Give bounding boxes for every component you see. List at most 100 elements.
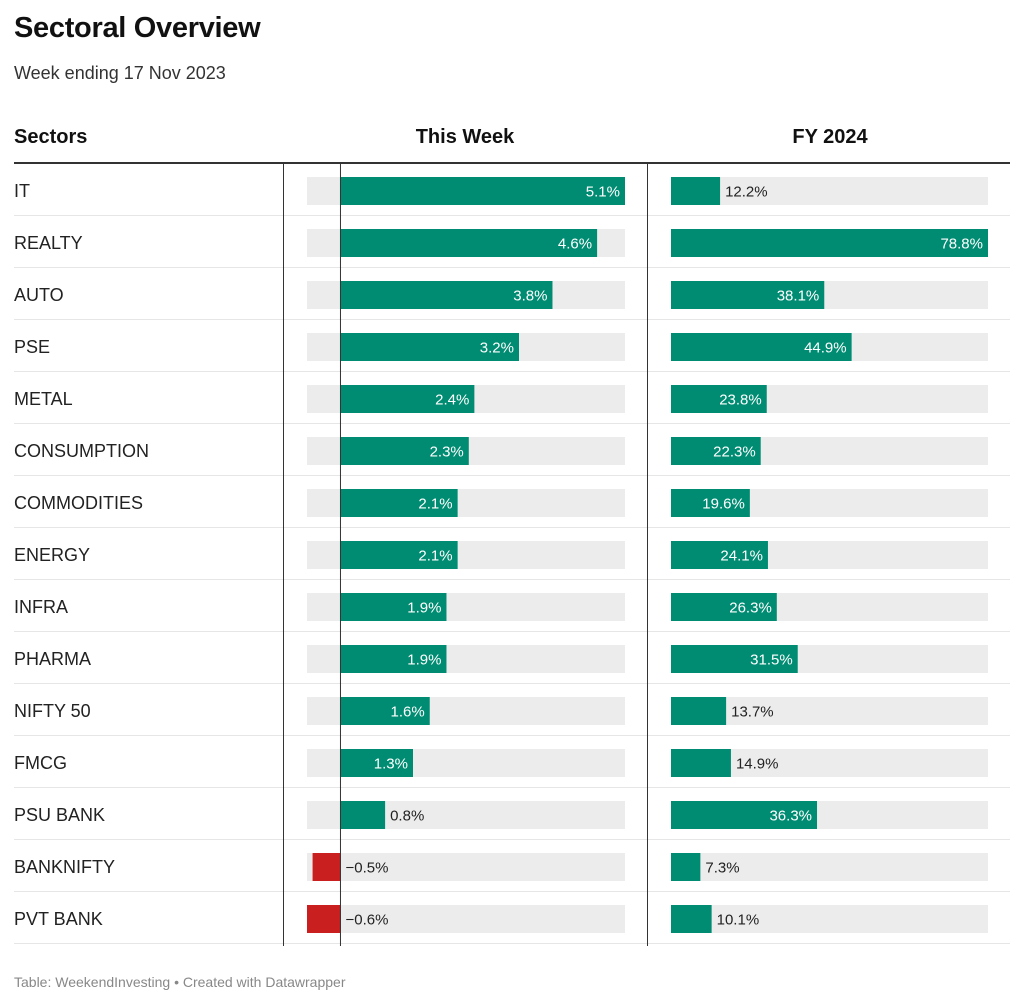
week-bar	[340, 333, 519, 361]
week-bar	[307, 905, 341, 933]
fy-value-label: 31.5%	[750, 652, 793, 669]
week-value-label: 1.3%	[374, 756, 408, 773]
week-value-label: 3.8%	[513, 288, 547, 305]
fy-value-label: 78.8%	[940, 236, 983, 253]
week-value-label: 2.3%	[430, 444, 464, 461]
row-separator	[14, 631, 1010, 632]
table-row: PSE	[0, 320, 1024, 372]
week-value-label: 5.1%	[586, 184, 620, 201]
week-bar	[340, 593, 447, 621]
table-row: COMMODITIES	[0, 476, 1024, 528]
table-row: CONSUMPTION	[0, 424, 1024, 476]
week-value-label: 4.6%	[558, 236, 592, 253]
row-separator	[14, 475, 1010, 476]
fy-bar	[671, 593, 777, 621]
column-header-this-week: This Week	[415, 126, 515, 148]
table-row: IT	[0, 164, 1024, 216]
table-row: REALTY	[0, 216, 1024, 268]
sector-label: BANKNIFTY	[14, 857, 116, 877]
row-separator	[14, 423, 1010, 424]
week-bar	[340, 749, 413, 777]
fy-bar	[671, 905, 712, 933]
column-header-sectors: Sectors	[14, 126, 88, 148]
week-value-label: 2.1%	[418, 496, 452, 513]
table-row: ENERGY	[0, 528, 1024, 580]
week-value-label: 2.4%	[435, 392, 469, 409]
sector-label: AUTO	[14, 285, 64, 305]
fy-value-label: 7.3%	[705, 860, 739, 877]
week-bar	[340, 489, 458, 517]
sector-label: METAL	[14, 389, 73, 409]
sector-label: IT	[14, 181, 30, 201]
sector-label: CONSUMPTION	[14, 441, 149, 461]
table-row: PVT BANK	[0, 892, 1024, 944]
fy-value-label: 22.3%	[713, 444, 756, 461]
row-separator	[14, 319, 1010, 320]
fy-bar	[671, 281, 825, 309]
fy-value-label: 26.3%	[729, 600, 772, 617]
fy-bar	[671, 229, 988, 257]
chart-title: Sectoral Overview	[14, 12, 261, 44]
row-separator	[14, 735, 1010, 736]
table-row: METAL	[0, 372, 1024, 424]
week-value-label: −0.5%	[345, 860, 388, 877]
fy-value-label: 13.7%	[731, 704, 774, 721]
this-week-bar-chart: 5.1% 4.6% 3.8% 3.2% 2.4% 2.3% 2.1% 2.1% 1.9% 1.9%…	[307, 164, 625, 946]
fy-value-label: 44.9%	[804, 340, 847, 357]
row-separator	[14, 215, 1010, 216]
row-separator	[14, 683, 1010, 684]
table-row: INFRA	[0, 580, 1024, 632]
row-separator	[14, 371, 1010, 372]
sector-label: PSU BANK	[14, 805, 106, 825]
sector-label: REALTY	[14, 233, 83, 253]
fy-bar	[671, 489, 750, 517]
fy-value-label: 14.9%	[736, 756, 779, 773]
table-row: AUTO	[0, 268, 1024, 320]
fy-value-label: 10.1%	[717, 912, 760, 929]
fy-value-label: 19.6%	[702, 496, 745, 513]
fy-bar	[671, 697, 727, 725]
row-separator	[14, 839, 1010, 840]
fy-bar	[671, 541, 768, 569]
column-divider-fy	[647, 164, 648, 946]
week-value-label: 1.9%	[407, 600, 441, 617]
table-row: NIFTY 50	[0, 684, 1024, 736]
fy-bar	[671, 645, 798, 673]
week-bar	[340, 177, 625, 205]
fy-bar	[671, 333, 852, 361]
fy-track	[671, 177, 988, 205]
fy-value-label: 36.3%	[769, 808, 812, 825]
fy-bar	[671, 801, 818, 829]
row-separator	[14, 891, 1010, 892]
sector-label: FMCG	[14, 753, 67, 773]
fy-2024-bar-chart: 12.2% 78.8% 38.1% 44.9% 23.8% 22.3% 19.6% 24.1%…	[671, 177, 988, 933]
sector-label: NIFTY 50	[14, 701, 91, 721]
fy-bar	[671, 177, 721, 205]
week-track	[307, 905, 625, 933]
week-bar	[340, 697, 430, 725]
week-value-label: 1.9%	[407, 652, 441, 669]
week-bar	[340, 281, 553, 309]
sector-label: PHARMA	[14, 649, 92, 669]
table-row: BANKNIFTY	[0, 840, 1024, 892]
sector-label: PVT BANK	[14, 909, 103, 929]
fy-bar	[671, 437, 761, 465]
column-divider-week	[283, 164, 284, 946]
row-separator	[14, 267, 1010, 268]
column-header-fy-2024: FY 2024	[792, 126, 868, 148]
fy-value-label: 12.2%	[725, 184, 768, 201]
fy-bar	[671, 749, 731, 777]
fy-bar	[671, 385, 767, 413]
table-row: PSU BANK	[0, 788, 1024, 840]
table-row: PHARMA	[0, 632, 1024, 684]
sector-label: COMMODITIES	[14, 493, 143, 513]
week-value-label: −0.6%	[345, 912, 388, 929]
week-track	[307, 853, 625, 881]
week-value-label: 2.1%	[418, 548, 452, 565]
header-divider	[14, 162, 1010, 164]
fy-bar	[671, 853, 701, 881]
row-separator	[14, 527, 1010, 528]
week-bar	[340, 229, 598, 257]
week-value-label: 3.2%	[480, 340, 514, 357]
chart-subtitle: Week ending 17 Nov 2023	[14, 63, 226, 83]
